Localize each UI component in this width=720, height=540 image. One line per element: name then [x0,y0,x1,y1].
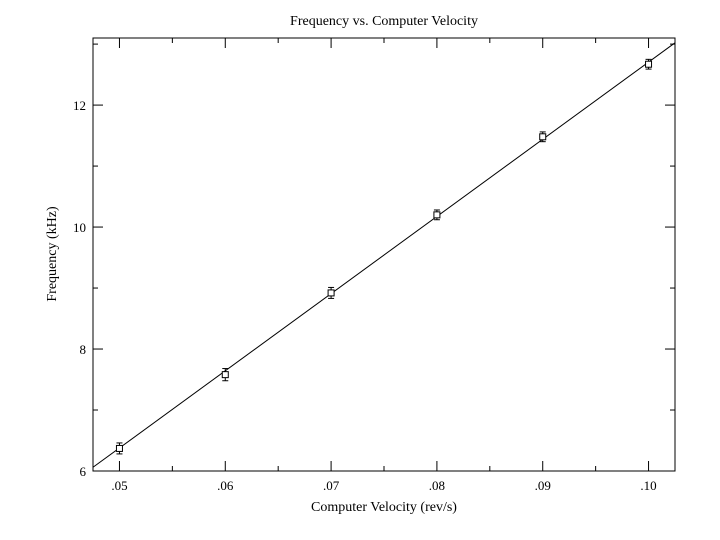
data-point [221,368,229,382]
x-tick-label: .09 [535,478,551,493]
data-points [115,58,653,455]
data-point [539,131,547,143]
data-point [115,442,123,455]
point-marker [327,289,335,297]
point-marker [645,60,653,68]
y-tick-label: 12 [73,98,86,113]
x-tick-label: .05 [111,478,127,493]
x-tick-label: .10 [640,478,656,493]
data-point [433,209,441,221]
point-marker [539,133,547,141]
x-tick-label: .08 [429,478,445,493]
point-marker [115,444,123,452]
y-tick-label: 8 [80,342,87,357]
x-tick-label: .06 [217,478,234,493]
point-marker [433,211,441,219]
y-tick-label: 6 [80,464,87,479]
tick-labels: .05 .06 .07 .08 .09 .10 6 8 10 12 [73,98,657,493]
point-marker [221,371,229,379]
x-tick-label: .07 [323,478,340,493]
x-axis-label: Computer Velocity (rev/s) [311,500,457,515]
data-point [645,58,653,70]
fit-line [92,42,676,468]
chart-title: Frequency vs. Computer Velocity [290,14,478,29]
y-axis-label: Frequency (kHz) [45,206,60,302]
data-point [327,286,335,299]
y-tick-label: 10 [73,220,86,235]
